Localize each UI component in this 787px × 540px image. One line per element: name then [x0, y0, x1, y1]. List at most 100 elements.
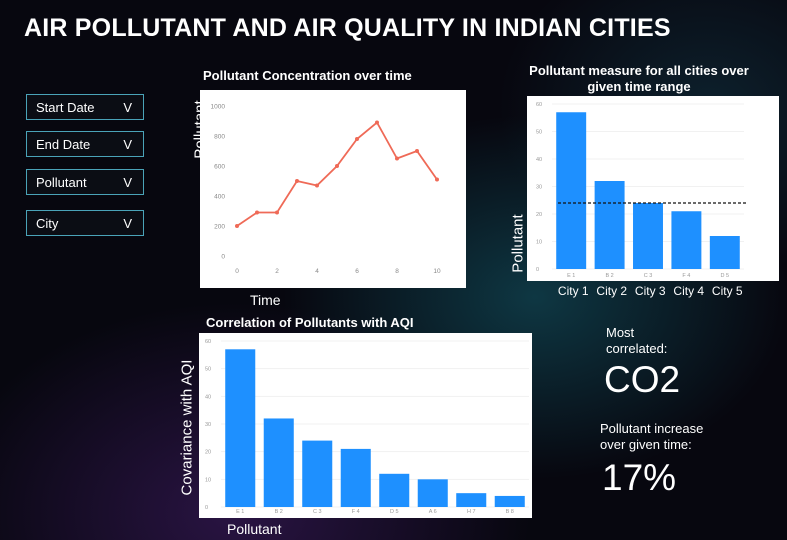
corr-bar-chart-svg: 0 10 20 30 40 50 60 E 1 B 2 C 3 F 4 D 5 A 6 H 7 B 8 [205, 339, 529, 515]
line-point [295, 179, 299, 183]
line-point [415, 149, 419, 153]
line-x-tick-label: 2 [275, 268, 279, 275]
city-y-tick-label: 40 [536, 157, 542, 163]
line-point [435, 177, 439, 182]
city-bar-chart-ylabel: Pollutant [509, 214, 527, 273]
city-y-tick-label: 20 [536, 212, 542, 218]
corr-x-tick-label: B 8 [506, 509, 514, 515]
city-bar-chart-title: Pollutant measure for all cities over gi… [529, 63, 749, 94]
corr-y-tick-label: 0 [205, 505, 208, 511]
line-y-tick-label: 0 [221, 254, 225, 261]
line-x-tick-label: 6 [355, 268, 359, 275]
line-point [275, 210, 279, 215]
line-y-tick-label: 1000 [211, 104, 226, 111]
line-y-tick-label: 600 [214, 164, 225, 171]
corr-bar [340, 448, 371, 507]
most-correlated-label: Most correlated: [606, 325, 668, 356]
line-x-tick-label: 8 [395, 268, 399, 275]
city-bar [709, 236, 740, 269]
corr-bar [302, 440, 333, 507]
city-x-tick-label: C 3 [644, 273, 653, 279]
end-date-label: End Date [36, 136, 91, 152]
line-point [355, 137, 359, 141]
city-bar [671, 211, 702, 269]
city-bar-chart-svg: 0 10 20 30 40 50 60 E 1 B 2 C 3 F 4 D 5 [536, 102, 748, 279]
chevron-down-icon: V [123, 174, 132, 190]
chevron-down-icon: V [123, 215, 132, 231]
corr-chart-title: Correlation of Pollutants with AQI [206, 315, 414, 330]
city-y-tick-label: 0 [536, 267, 539, 273]
corr-x-tick-label: D 5 [390, 509, 399, 515]
pollutant-label: Pollutant [36, 174, 87, 190]
city-bar-chart: 0 10 20 30 40 50 60 E 1 B 2 C 3 F 4 D 5 [527, 96, 779, 281]
start-date-dropdown[interactable]: Start Date V [26, 94, 144, 120]
line-point [315, 183, 319, 188]
city-label-5: City 5 [711, 284, 743, 298]
city-dropdown[interactable]: City V [26, 210, 144, 236]
line-x-tick-label: 4 [315, 268, 319, 275]
city-x-tick-label: E 1 [567, 273, 575, 279]
pollutant-dropdown[interactable]: Pollutant V [26, 169, 144, 195]
start-date-label: Start Date [36, 99, 95, 115]
increase-value: 17% [602, 457, 677, 498]
corr-x-tick-label: F 4 [352, 509, 360, 515]
city-x-tick-label: B 2 [605, 273, 613, 279]
corr-y-tick-label: 10 [205, 477, 211, 483]
corr-x-tick-label: H 7 [467, 509, 476, 515]
corr-chart-ylabel: Covariance with AQI [178, 359, 196, 496]
most-correlated-value: CO2 [604, 359, 681, 400]
line-x-tick-label: 0 [235, 268, 239, 275]
city-bar [556, 112, 587, 269]
line-point [395, 156, 399, 161]
city-x-tick-label: D 5 [721, 273, 730, 279]
line-point [235, 224, 239, 228]
chevron-down-icon: V [123, 99, 132, 115]
city-label: City [36, 215, 59, 231]
city-label-2: City 2 [596, 284, 628, 298]
corr-y-tick-label: 40 [205, 394, 211, 400]
corr-x-tick-label: A 6 [429, 509, 437, 515]
line-point [255, 210, 259, 215]
corr-x-tick-label: C 3 [313, 509, 322, 515]
corr-bar [263, 418, 294, 507]
corr-x-tick-label: E 1 [236, 509, 244, 515]
corr-y-tick-label: 60 [205, 339, 211, 345]
corr-y-tick-label: 50 [205, 367, 211, 373]
corr-bar [494, 495, 525, 507]
line-chart-xlabel: Time [250, 292, 281, 308]
line-y-tick-label: 400 [214, 194, 225, 201]
city-y-tick-label: 50 [536, 130, 542, 136]
end-date-dropdown[interactable]: End Date V [26, 131, 144, 157]
line-x-tick-label: 10 [433, 268, 441, 275]
city-bar [633, 203, 663, 269]
line-point [335, 164, 339, 168]
line-y-tick-label: 800 [214, 134, 225, 141]
line-chart: 0 200 400 600 800 1000 0 2 4 6 8 10 [200, 90, 466, 288]
line-series [236, 121, 438, 227]
city-category-labels: City 1 City 2 City 3 City 4 City 5 [554, 284, 747, 298]
page-title: AIR POLLUTANT AND AIR QUALITY IN INDIAN … [24, 14, 671, 42]
city-label-1: City 1 [557, 284, 589, 298]
city-y-tick-label: 10 [536, 240, 542, 246]
city-y-tick-label: 30 [536, 185, 542, 191]
city-bar [594, 181, 625, 269]
corr-x-tick-label: B 2 [275, 509, 283, 515]
corr-bar [379, 473, 410, 507]
corr-bar [417, 479, 448, 507]
corr-bar [456, 493, 487, 507]
corr-bar-chart: 0 10 20 30 40 50 60 E 1 B 2 C 3 F 4 D 5 A 6 H 7 B 8 [199, 333, 532, 518]
city-label-4: City 4 [673, 284, 705, 298]
line-chart-svg: 0 200 400 600 800 1000 0 2 4 6 8 10 [211, 104, 441, 276]
increase-label: Pollutant increase over given time: [600, 421, 704, 452]
corr-y-tick-label: 20 [205, 450, 211, 456]
line-point [375, 120, 379, 125]
line-y-tick-label: 200 [214, 224, 225, 231]
city-label-3: City 3 [634, 284, 666, 298]
chevron-down-icon: V [123, 136, 132, 152]
corr-y-tick-label: 30 [205, 422, 211, 428]
corr-bar [225, 349, 256, 507]
city-x-tick-label: F 4 [682, 273, 690, 279]
corr-chart-xlabel: Pollutant [227, 521, 282, 537]
city-y-tick-label: 60 [536, 102, 542, 108]
line-chart-title: Pollutant Concentration over time [203, 68, 412, 83]
